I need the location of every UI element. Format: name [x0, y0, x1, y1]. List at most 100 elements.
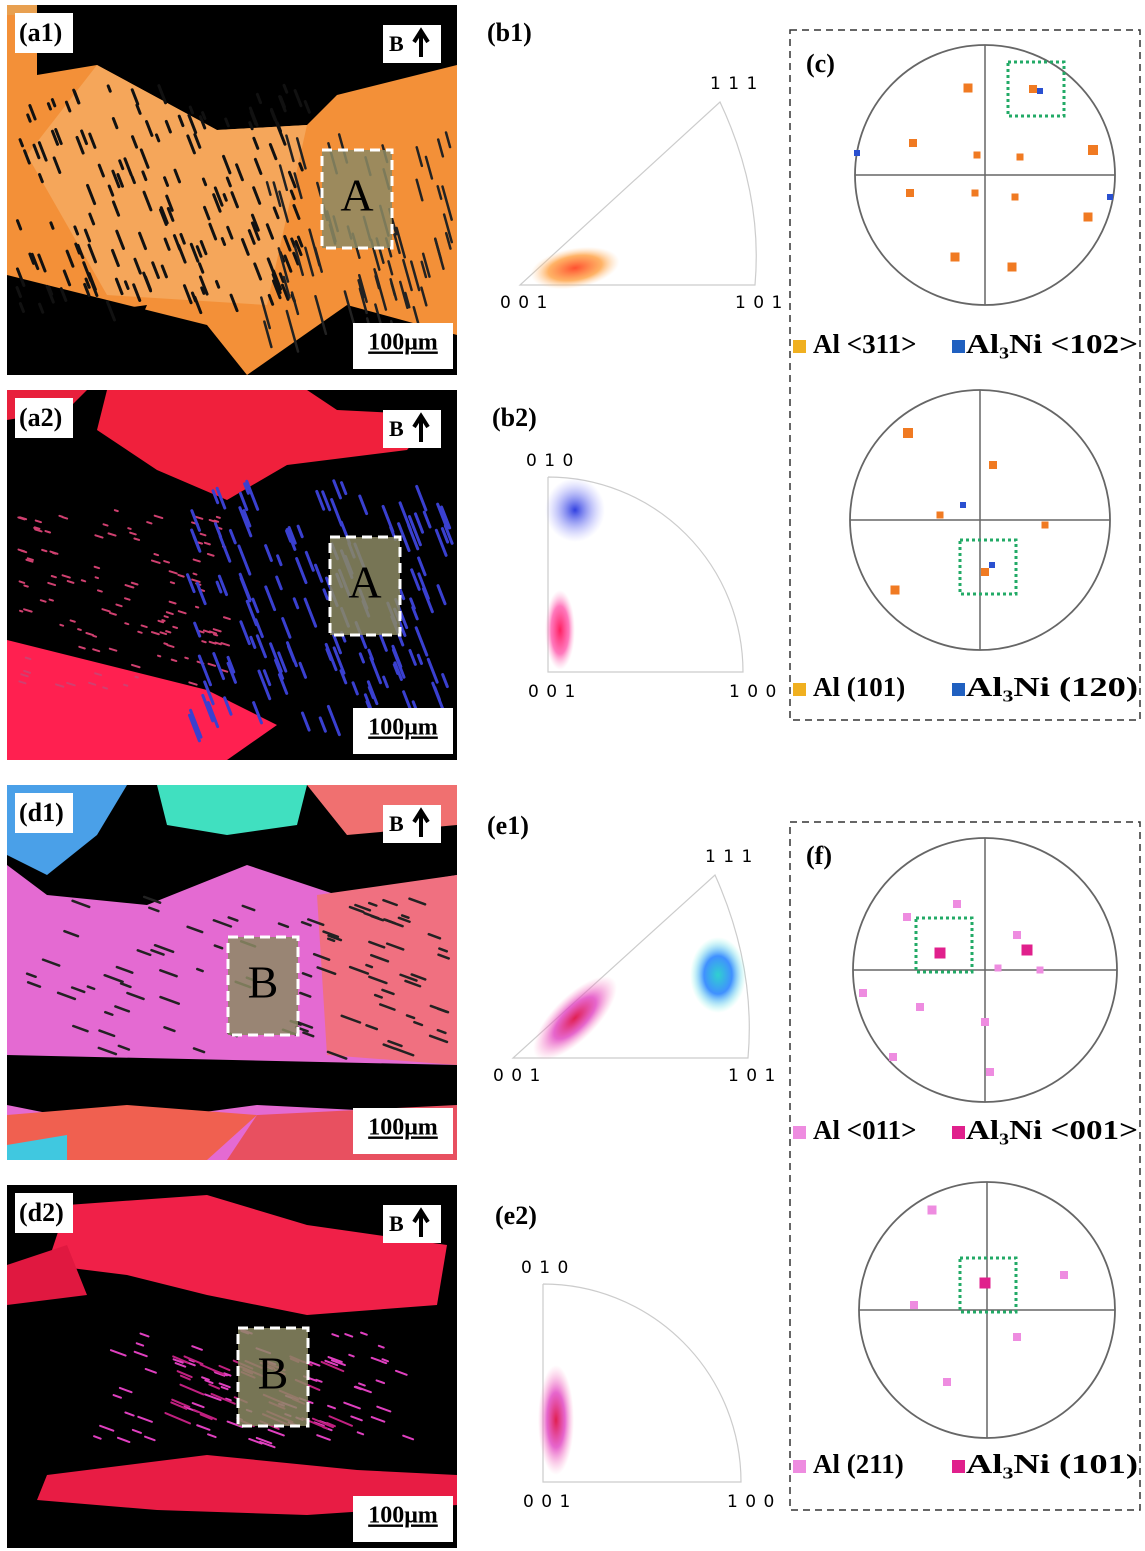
precipitate — [225, 1397, 232, 1402]
precipitate — [302, 1031, 315, 1038]
precipitate — [214, 279, 221, 289]
precipitate — [92, 634, 98, 638]
micrograph-content — [7, 1185, 457, 1548]
precipitate — [78, 645, 86, 650]
precipitate — [255, 634, 267, 659]
precipitate — [272, 279, 282, 300]
precipitate — [206, 701, 220, 729]
precipitate — [314, 563, 324, 583]
precipitate — [410, 260, 421, 292]
precipitate — [400, 914, 410, 919]
region-box — [320, 148, 394, 250]
precipitate — [94, 576, 100, 580]
precipitate — [436, 138, 445, 158]
precipitate — [54, 127, 63, 146]
precipitate — [303, 100, 311, 114]
precipitate — [24, 656, 32, 661]
precipitate — [242, 509, 252, 528]
precipitate — [71, 899, 91, 909]
precipitate — [107, 532, 117, 537]
precipitate — [130, 88, 140, 106]
ipf-corner-label: 0 1 0 — [526, 451, 574, 471]
precipitate — [293, 172, 303, 200]
precipitate — [220, 1386, 229, 1391]
panel-label: (a1) — [19, 18, 62, 47]
direction-arrow — [412, 1207, 430, 1237]
precipitate — [390, 281, 397, 297]
precipitate — [265, 223, 275, 240]
pole — [1107, 194, 1113, 200]
precipitate — [348, 965, 370, 975]
scale-label: 100μm — [368, 1115, 438, 1141]
precipitate — [254, 618, 264, 639]
precipitate — [144, 1367, 157, 1374]
grain — [317, 875, 457, 1065]
precipitate — [116, 173, 124, 188]
precipitate — [426, 657, 439, 684]
precipitate — [92, 648, 101, 653]
precipitate — [265, 181, 272, 196]
precipitate — [199, 1413, 213, 1421]
ipf-corner-label: 1 0 0 — [729, 682, 777, 702]
precipitate — [201, 640, 207, 644]
precipitate — [192, 1047, 206, 1054]
precipitate — [201, 111, 207, 120]
precipitate — [159, 995, 181, 1005]
precipitate — [304, 246, 315, 277]
precipitate — [63, 929, 80, 938]
precipitate — [420, 286, 428, 307]
precipitate — [304, 550, 315, 572]
precipitate — [112, 1394, 122, 1399]
ipf-corner-label: 1 1 1 — [710, 74, 758, 94]
pole — [994, 964, 1002, 972]
precipitate — [213, 519, 220, 523]
precipitate — [301, 972, 313, 978]
precipitate — [379, 1003, 396, 1011]
precipitate — [150, 631, 160, 636]
precipitate — [102, 686, 109, 690]
precipitate — [138, 231, 148, 251]
grain — [37, 5, 457, 130]
pole — [973, 151, 981, 159]
legend-marker — [793, 683, 806, 696]
precipitate — [87, 243, 97, 264]
precipitate — [325, 647, 333, 661]
precipitate — [292, 204, 301, 220]
precipitate — [47, 581, 57, 587]
precipitate — [172, 1355, 190, 1364]
precipitate — [195, 245, 203, 258]
precipitate — [360, 1331, 368, 1336]
precipitate — [133, 257, 142, 275]
precipitate — [296, 235, 304, 248]
precipitate — [188, 1358, 196, 1363]
precipitate — [262, 669, 272, 687]
precipitate — [316, 181, 323, 198]
precipitate — [173, 168, 182, 184]
orientation-cloud — [533, 976, 617, 1060]
precipitate — [28, 104, 37, 121]
precipitate — [275, 575, 283, 591]
precipitate — [238, 491, 249, 512]
precipitate — [257, 669, 272, 701]
precipitate — [324, 1359, 339, 1367]
precipitate — [327, 1356, 343, 1363]
precipitate — [312, 952, 331, 961]
precipitate — [94, 672, 103, 677]
grain — [7, 1105, 257, 1160]
precipitate — [405, 1014, 416, 1020]
precipitate — [204, 1393, 222, 1402]
precipitate — [340, 481, 348, 496]
precipitate — [189, 708, 203, 739]
precipitate — [267, 1428, 285, 1437]
precipitate — [259, 1440, 276, 1449]
precipitate — [404, 979, 422, 988]
precipitate — [154, 133, 161, 143]
precipitate — [111, 248, 120, 268]
precipitate — [321, 490, 332, 512]
precipitate — [365, 1024, 379, 1031]
precipitate — [213, 186, 224, 207]
highlight-box — [958, 538, 1018, 596]
precipitate — [151, 261, 160, 280]
precipitate — [208, 1383, 221, 1390]
orientation-cloud — [530, 246, 620, 290]
